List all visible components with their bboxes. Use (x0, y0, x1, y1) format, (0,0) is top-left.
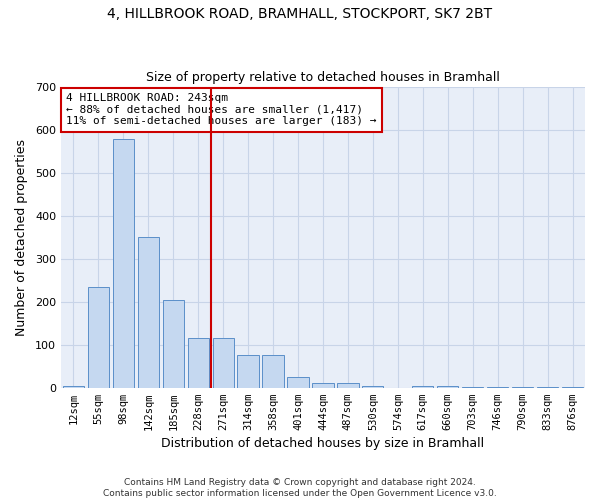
X-axis label: Distribution of detached houses by size in Bramhall: Distribution of detached houses by size … (161, 437, 485, 450)
Y-axis label: Number of detached properties: Number of detached properties (15, 139, 28, 336)
Bar (562, 387, 583, 388)
Text: Contains HM Land Registry data © Crown copyright and database right 2024.
Contai: Contains HM Land Registry data © Crown c… (103, 478, 497, 498)
Bar (512, 387, 533, 388)
Bar (313, 382, 334, 388)
Bar (238, 356, 259, 388)
Bar (63, 386, 84, 388)
Bar (337, 384, 359, 388)
Bar (287, 377, 308, 388)
Bar (487, 387, 508, 388)
Bar (437, 386, 458, 388)
Bar (362, 386, 383, 388)
Bar (412, 386, 433, 388)
Bar (462, 387, 484, 388)
Bar (188, 338, 209, 388)
Bar (163, 300, 184, 388)
Title: Size of property relative to detached houses in Bramhall: Size of property relative to detached ho… (146, 72, 500, 85)
Bar (212, 338, 234, 388)
Bar (113, 138, 134, 388)
Bar (88, 287, 109, 388)
Bar (137, 238, 159, 388)
Text: 4 HILLBROOK ROAD: 243sqm
← 88% of detached houses are smaller (1,417)
11% of sem: 4 HILLBROOK ROAD: 243sqm ← 88% of detach… (66, 93, 377, 126)
Text: 4, HILLBROOK ROAD, BRAMHALL, STOCKPORT, SK7 2BT: 4, HILLBROOK ROAD, BRAMHALL, STOCKPORT, … (107, 8, 493, 22)
Bar (262, 356, 284, 388)
Bar (537, 387, 558, 388)
